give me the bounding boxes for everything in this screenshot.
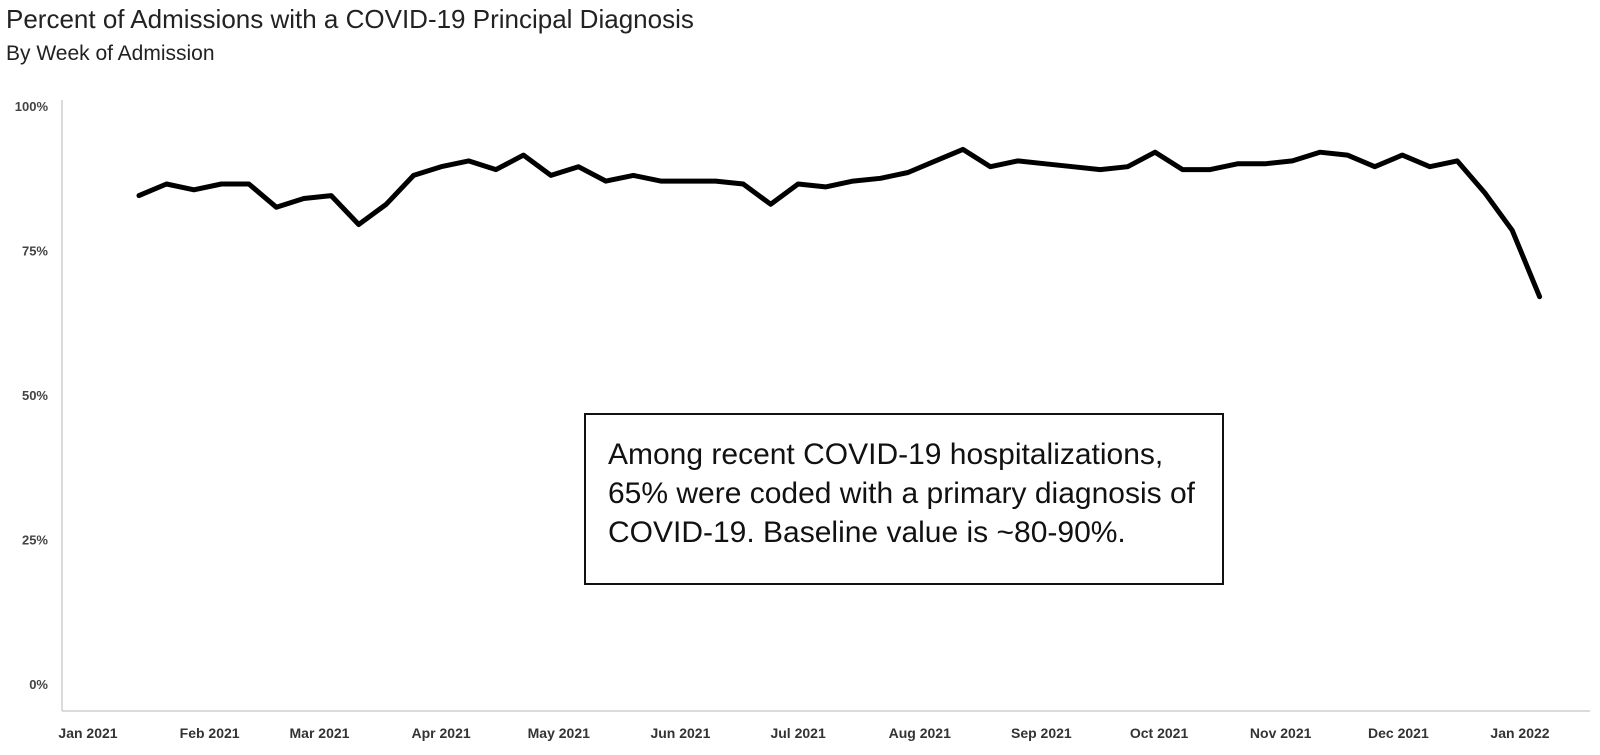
x-tick-label: Nov 2021 (1250, 725, 1312, 741)
y-tick-label: 0% (29, 677, 48, 692)
y-tick-label: 50% (22, 388, 48, 403)
x-tick-label: Aug 2021 (889, 725, 951, 741)
chart-title: Percent of Admissions with a COVID-19 Pr… (6, 4, 694, 34)
x-tick-label: Sep 2021 (1011, 725, 1072, 741)
series-line (136, 146, 1543, 300)
axes (61, 100, 1590, 712)
series-layer (136, 146, 1543, 300)
x-tick-label: Jul 2021 (770, 725, 825, 741)
x-tick-label: Dec 2021 (1368, 725, 1429, 741)
annotation-box: Among recent COVID-19 hospitalizations, … (584, 413, 1224, 585)
x-tick-label: Oct 2021 (1130, 725, 1189, 741)
x-tick-label: Mar 2021 (290, 725, 350, 741)
x-tick-label: Feb 2021 (180, 725, 240, 741)
chart-subtitle: By Week of Admission (6, 42, 215, 65)
x-tick-label: Jun 2021 (650, 725, 710, 741)
y-tick-label: 75% (22, 244, 48, 259)
y-tick-label: 25% (22, 533, 48, 548)
y-tick-label: 100% (15, 99, 49, 114)
x-tick-label: May 2021 (528, 725, 590, 741)
x-tick-label: Jan 2022 (1490, 725, 1549, 741)
x-tick-label: Jan 2021 (58, 725, 117, 741)
x-axis-ticks: Jan 2021 Feb 2021 Mar 2021 Apr 2021 May 2021… (58, 725, 1549, 741)
y-axis-ticks: 0% 25% 50% 75% 100% (15, 99, 49, 692)
x-tick-label: Apr 2021 (412, 725, 471, 741)
